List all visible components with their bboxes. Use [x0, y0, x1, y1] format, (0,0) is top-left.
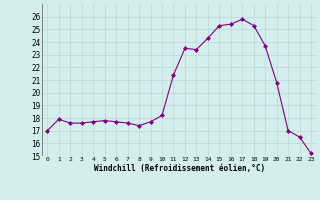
X-axis label: Windchill (Refroidissement éolien,°C): Windchill (Refroidissement éolien,°C) — [94, 164, 265, 173]
